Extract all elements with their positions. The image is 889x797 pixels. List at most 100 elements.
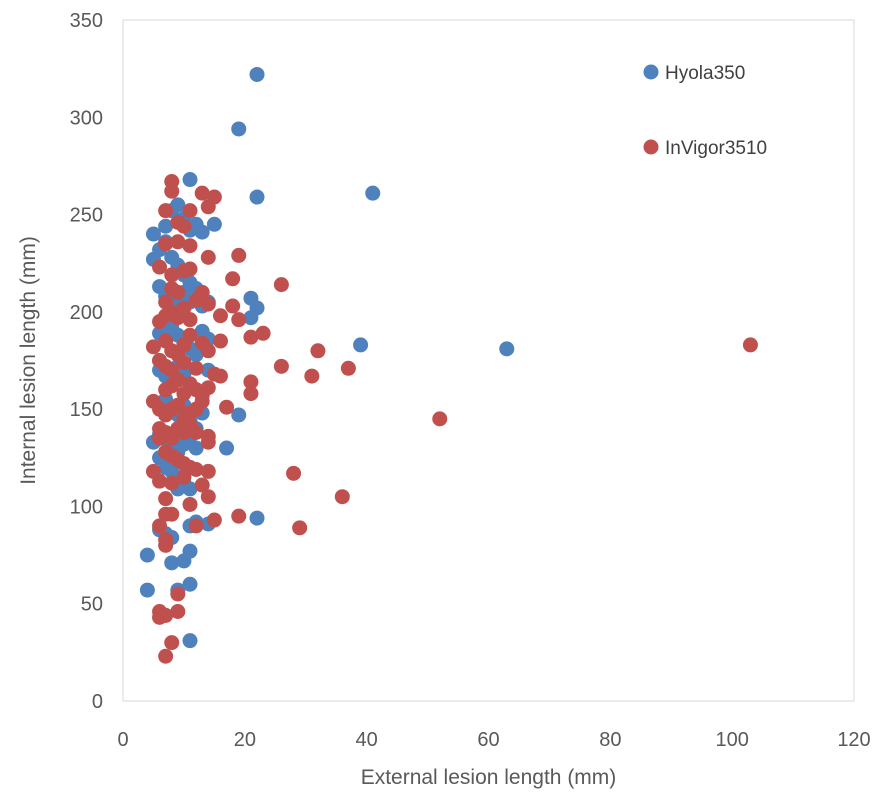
data-point — [194, 393, 210, 409]
y-tick-label: 100 — [70, 496, 103, 518]
data-point — [243, 329, 259, 345]
data-point — [206, 216, 222, 232]
data-point — [231, 247, 247, 263]
x-axis-title: External lesion length (mm) — [361, 766, 617, 789]
data-point — [200, 296, 216, 312]
data-point — [176, 300, 192, 316]
x-axis-tick-labels: 0 20 40 60 80 100 120 — [117, 729, 870, 751]
data-point — [182, 633, 198, 649]
x-tick-label: 60 — [477, 729, 499, 751]
data-point — [231, 121, 247, 137]
y-tick-label: 300 — [70, 107, 103, 129]
data-point — [499, 341, 515, 357]
data-point — [188, 518, 204, 534]
data-point — [182, 238, 198, 254]
data-point — [176, 469, 192, 485]
series-invigor3510 — [145, 173, 758, 664]
data-point — [145, 339, 161, 355]
data-point — [182, 261, 198, 277]
y-axis-title: Internal lesion length (mm) — [17, 236, 40, 485]
data-point — [200, 463, 216, 479]
x-tick-label: 20 — [234, 729, 256, 751]
data-point — [188, 440, 204, 456]
data-point — [255, 325, 271, 341]
data-point — [158, 203, 174, 219]
data-point — [742, 337, 758, 353]
data-point — [139, 547, 155, 563]
data-point — [249, 66, 265, 82]
x-tick-label: 120 — [837, 729, 870, 751]
x-tick-label: 100 — [715, 729, 748, 751]
data-point — [243, 310, 259, 326]
data-point — [188, 347, 204, 363]
legend-marker — [643, 139, 659, 155]
data-point — [219, 440, 235, 456]
data-points — [139, 66, 758, 664]
data-point — [182, 327, 198, 343]
data-point — [170, 284, 186, 300]
data-point — [164, 267, 180, 283]
data-point — [212, 333, 228, 349]
data-point — [152, 430, 168, 446]
data-point — [170, 372, 186, 388]
data-point — [200, 434, 216, 450]
data-point — [334, 489, 350, 505]
data-point — [182, 481, 198, 497]
data-point — [200, 343, 216, 359]
data-point — [170, 603, 186, 619]
data-point — [243, 374, 259, 390]
data-point — [158, 607, 174, 623]
data-point — [158, 491, 174, 507]
data-point — [200, 199, 216, 215]
data-point — [170, 234, 186, 250]
data-point — [310, 343, 326, 359]
data-point — [200, 380, 216, 396]
data-point — [176, 218, 192, 234]
data-point — [182, 172, 198, 188]
x-tick-label: 0 — [117, 729, 128, 751]
data-point — [170, 197, 186, 213]
data-point — [182, 203, 198, 219]
data-point — [231, 407, 247, 423]
y-tick-label: 350 — [70, 10, 103, 32]
data-point — [206, 512, 222, 528]
data-point — [225, 298, 241, 314]
data-point — [158, 648, 174, 664]
data-point — [164, 183, 180, 199]
data-point — [340, 360, 356, 376]
data-point — [304, 368, 320, 384]
data-point — [365, 185, 381, 201]
data-point — [200, 249, 216, 265]
y-tick-label: 0 — [92, 691, 103, 713]
legend-label: InVigor3510 — [665, 138, 767, 159]
legend-marker — [643, 64, 659, 80]
data-point — [243, 386, 259, 402]
data-point — [152, 518, 168, 534]
data-point — [432, 411, 448, 427]
data-point — [188, 424, 204, 440]
data-point — [194, 477, 210, 493]
data-point — [182, 496, 198, 512]
data-point — [292, 520, 308, 536]
data-point — [219, 399, 235, 415]
data-point — [188, 461, 204, 477]
data-point — [152, 473, 168, 489]
data-point — [200, 489, 216, 505]
data-point — [176, 354, 192, 370]
data-point — [225, 271, 241, 287]
y-tick-label: 150 — [70, 399, 103, 421]
data-point — [212, 368, 228, 384]
data-point — [182, 312, 198, 328]
x-tick-label: 80 — [599, 729, 621, 751]
data-point — [164, 506, 180, 522]
data-point — [182, 576, 198, 592]
data-point — [273, 358, 289, 374]
y-tick-label: 200 — [70, 302, 103, 324]
plot-area — [122, 19, 855, 702]
data-point — [194, 224, 210, 240]
data-point — [170, 586, 186, 602]
data-point — [164, 635, 180, 651]
data-point — [353, 337, 369, 353]
data-point — [249, 189, 265, 205]
